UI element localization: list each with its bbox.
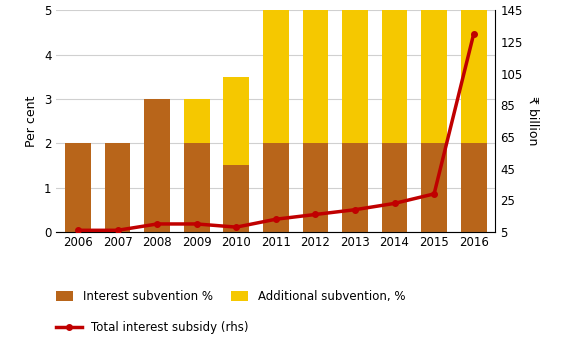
Line: Total interest subsidy (rhs): Total interest subsidy (rhs)	[75, 31, 476, 233]
Bar	[421, 10, 447, 143]
Total interest subsidy (rhs)	[272, 217, 279, 221]
Total interest subsidy (rhs)	[312, 212, 319, 217]
Bar	[382, 143, 408, 232]
Total interest subsidy (rhs)	[352, 208, 359, 212]
Total interest subsidy (rhs)	[114, 228, 121, 232]
Bar	[184, 143, 209, 232]
Bar	[302, 143, 328, 232]
Total interest subsidy (rhs)	[431, 192, 437, 196]
Bar	[263, 143, 289, 232]
Total interest subsidy (rhs)	[470, 32, 477, 36]
Bar	[461, 10, 486, 143]
Bar	[144, 99, 170, 232]
Total interest subsidy (rhs)	[233, 225, 240, 229]
Y-axis label: Per cent: Per cent	[25, 95, 38, 147]
Total interest subsidy (rhs)	[75, 228, 82, 232]
Bar	[342, 10, 368, 143]
Bar	[224, 165, 249, 232]
Bar	[461, 143, 486, 232]
Bar	[342, 143, 368, 232]
Total interest subsidy (rhs)	[154, 222, 160, 226]
Bar	[224, 77, 249, 165]
Total interest subsidy (rhs)	[391, 201, 398, 205]
Bar	[105, 143, 131, 232]
Bar	[65, 143, 91, 232]
Legend: Interest subvention %, Additional subvention, %: Interest subvention %, Additional subven…	[51, 285, 410, 308]
Bar	[382, 10, 408, 143]
Legend: Total interest subsidy (rhs): Total interest subsidy (rhs)	[51, 316, 253, 339]
Bar	[263, 10, 289, 143]
Bar	[184, 99, 209, 143]
Bar	[421, 143, 447, 232]
Y-axis label: ₹ billion: ₹ billion	[526, 97, 539, 146]
Bar	[302, 10, 328, 143]
Total interest subsidy (rhs)	[193, 222, 200, 226]
